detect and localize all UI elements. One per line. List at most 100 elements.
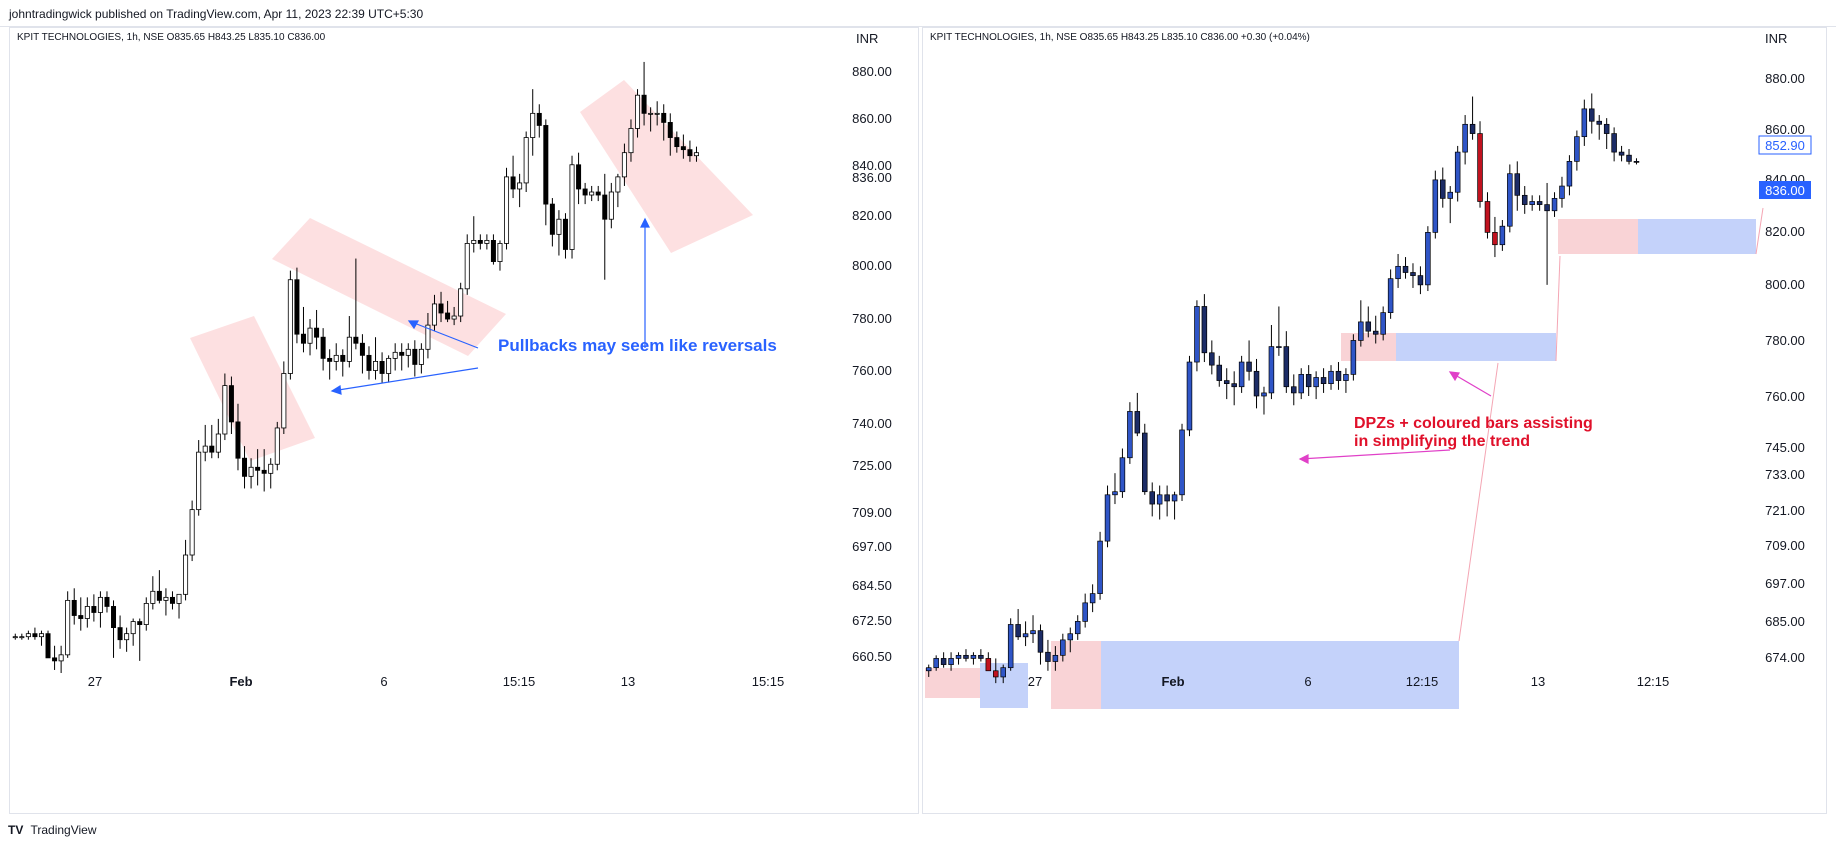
candle	[1454, 145, 1461, 202]
candle	[1127, 402, 1133, 464]
candle-body	[648, 112, 654, 115]
candle	[1045, 639, 1051, 671]
candle	[38, 630, 44, 646]
arrowhead-zone-1	[330, 384, 342, 395]
candle-body	[1179, 429, 1185, 496]
candle-body	[399, 351, 405, 356]
right-chart-svg[interactable]: KPIT TECHNOLOGIES, 1h, NSE O835.65 H843.…	[923, 28, 1826, 813]
last-price-label: 852.90	[1765, 138, 1805, 153]
left-chart-svg[interactable]: KPIT TECHNOLOGIES, 1h, NSE O835.65 H843.…	[10, 28, 918, 813]
candle	[1194, 300, 1200, 372]
candle-body	[65, 599, 71, 656]
candle-body	[1358, 321, 1364, 341]
candle	[970, 652, 977, 665]
right-annotation-line2: in simplifying the trend	[1354, 433, 1530, 450]
candle-body	[1499, 225, 1506, 246]
candle	[628, 119, 634, 162]
candle	[78, 597, 84, 631]
candle-body	[287, 279, 293, 374]
candle-body	[1566, 161, 1573, 187]
candle-body	[543, 125, 549, 205]
candle-body	[963, 654, 969, 659]
candle	[1432, 170, 1439, 239]
candle-body	[314, 327, 320, 338]
candle	[536, 104, 542, 138]
candle	[202, 424, 208, 462]
candle	[1320, 368, 1327, 393]
candle	[661, 104, 667, 141]
candle-body	[451, 315, 457, 320]
candle	[1231, 371, 1237, 406]
candle	[615, 173, 621, 208]
candle	[1574, 130, 1580, 171]
candle	[1492, 216, 1498, 258]
tradingview-brand[interactable]: TradingView	[30, 823, 97, 837]
candle	[97, 591, 103, 628]
candle	[215, 418, 221, 459]
candle	[1372, 315, 1379, 344]
candle-body	[163, 596, 169, 601]
candle	[1417, 266, 1424, 295]
x-tick-label: 12:15	[1406, 674, 1439, 689]
candle-body	[222, 385, 228, 435]
candle	[1499, 220, 1506, 251]
candle-body	[1000, 667, 1006, 678]
candle-body	[549, 203, 555, 235]
candle-body	[602, 194, 608, 220]
candle	[294, 267, 300, 344]
candle	[412, 340, 418, 377]
candle-body	[333, 354, 339, 362]
candle	[1350, 334, 1357, 381]
candle-body	[1074, 621, 1081, 635]
pink-zone-mid	[1341, 333, 1396, 361]
candle-body	[320, 336, 326, 359]
right-x-axis: 27 Feb 6 12:15 13 12:15	[1028, 674, 1670, 689]
candle-body	[1559, 185, 1565, 199]
candle	[1298, 368, 1304, 400]
candle	[523, 131, 529, 193]
candle	[1142, 423, 1148, 495]
candle	[300, 306, 306, 353]
candle	[405, 343, 411, 368]
candle	[595, 185, 601, 202]
left-chart-panel[interactable]: KPIT TECHNOLOGIES, 1h, NSE O835.65 H843.…	[9, 27, 919, 814]
candle-body	[1246, 361, 1252, 372]
candle	[52, 645, 58, 670]
candle	[693, 146, 699, 162]
candle-body	[1395, 265, 1401, 280]
candle	[1469, 96, 1476, 140]
candle-body	[1492, 232, 1498, 246]
candle	[667, 113, 673, 156]
candle-body	[948, 658, 954, 665]
candle-body	[209, 445, 215, 453]
candle	[993, 658, 999, 684]
candle	[978, 649, 984, 662]
candle	[438, 291, 444, 323]
candle-body	[582, 188, 588, 196]
left-zone-2	[272, 218, 506, 356]
candle-body	[985, 658, 992, 672]
zone-link-3	[1755, 207, 1764, 255]
candle-body	[150, 590, 156, 604]
candle-body	[1536, 201, 1543, 205]
arrow-to-feb	[1299, 449, 1451, 460]
candle	[1134, 392, 1141, 437]
candle-body	[143, 603, 149, 625]
candle	[1268, 324, 1275, 400]
candle	[1544, 182, 1550, 285]
candle	[71, 588, 77, 625]
y-tick-label: 820.00	[852, 208, 892, 223]
candle-body	[215, 433, 221, 453]
candle-body	[589, 191, 595, 196]
candle-body	[615, 176, 621, 193]
candle-body	[523, 137, 529, 184]
arrowhead-zone-3	[640, 217, 650, 228]
candle-body	[1447, 191, 1453, 199]
left-currency-label: INR	[856, 31, 878, 46]
right-chart-panel[interactable]: KPIT TECHNOLOGIES, 1h, NSE O835.65 H843.…	[922, 27, 1827, 814]
candle	[156, 570, 162, 604]
candle-body	[1432, 179, 1439, 233]
candle-body	[373, 361, 379, 371]
tradingview-logo-icon: TV	[8, 823, 24, 837]
footer-branding[interactable]: TV TradingView	[8, 823, 97, 843]
